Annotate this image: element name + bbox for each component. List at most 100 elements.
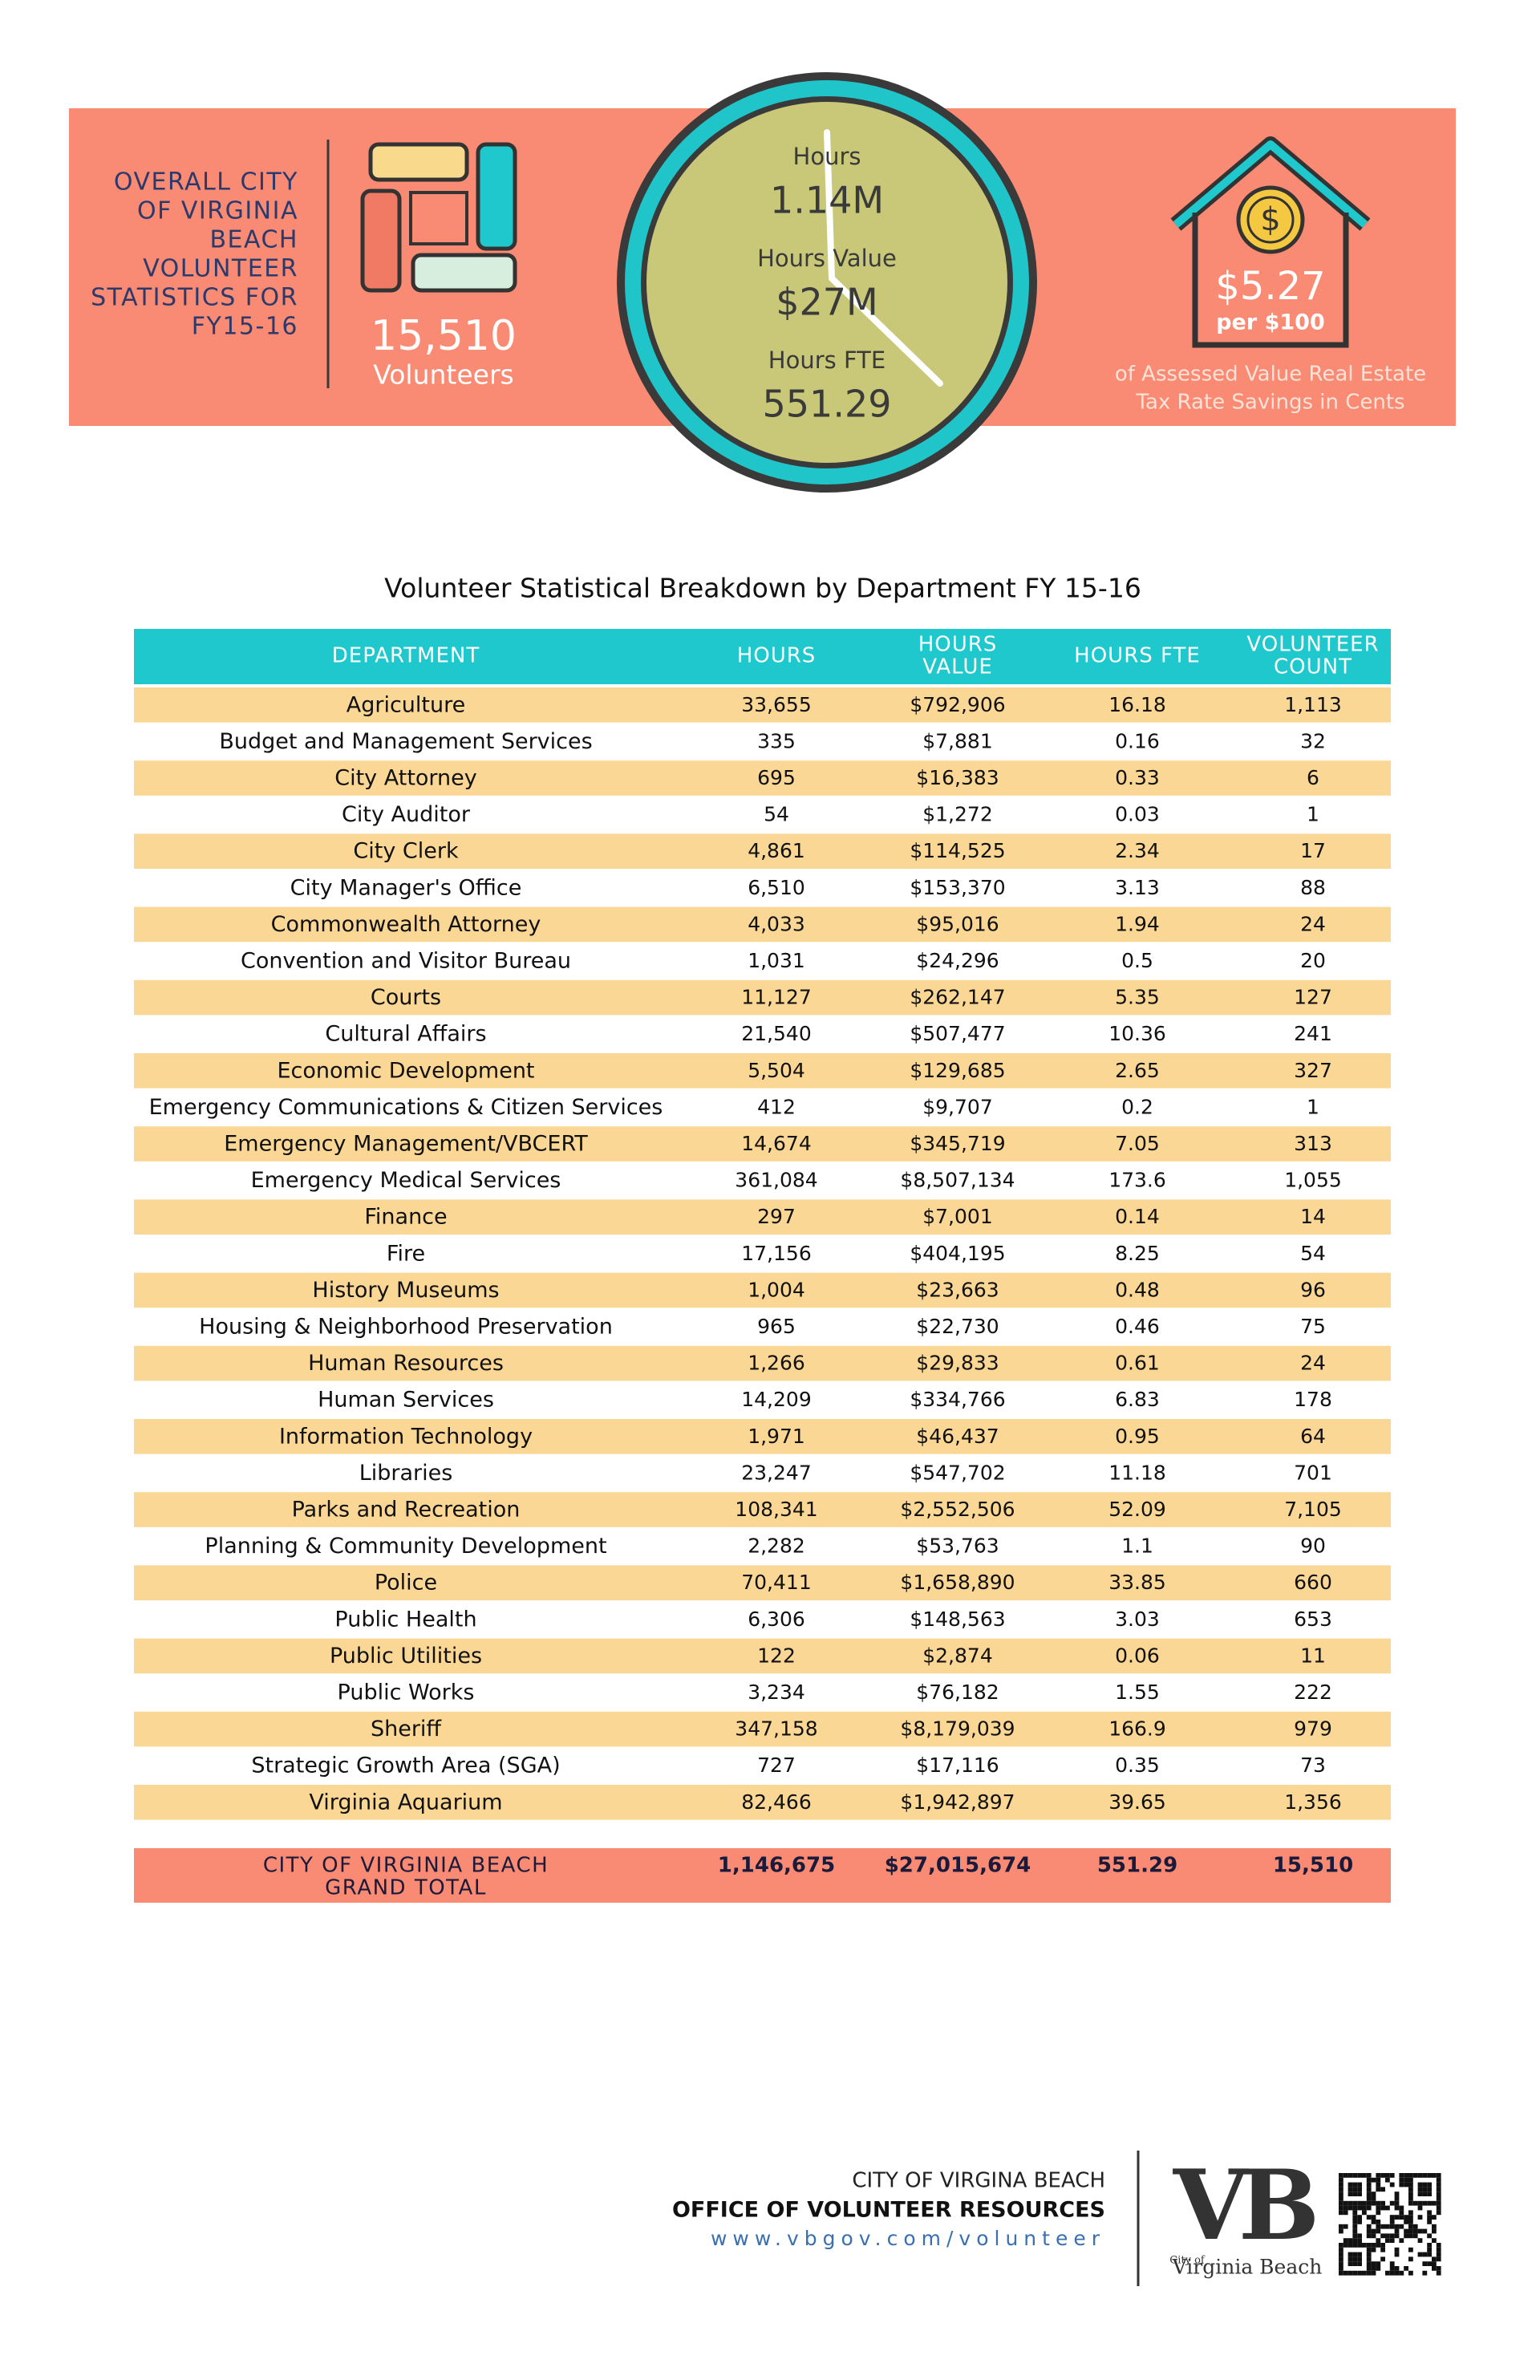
- qr-module: [1394, 2200, 1400, 2206]
- cell: $8,507,134: [900, 1169, 1015, 1192]
- department: Public Health: [334, 1607, 476, 1632]
- qr-module: [1404, 2177, 1408, 2183]
- qr-module: [1432, 2256, 1437, 2262]
- cell: 1.1: [1121, 1535, 1153, 1558]
- department: City Attorney: [334, 766, 477, 791]
- qr-module: [1352, 2187, 1358, 2192]
- qr-module: [1339, 2187, 1343, 2192]
- cell: 0.33: [1115, 766, 1160, 789]
- qr-module: [1357, 2243, 1362, 2248]
- qr-module: [1357, 2238, 1362, 2243]
- cell: 33,655: [741, 693, 811, 716]
- qr-module: [1399, 2215, 1404, 2220]
- qr-module: [1339, 2200, 1343, 2206]
- qr-module: [1343, 2270, 1348, 2276]
- cell: 88: [1300, 876, 1326, 899]
- qr-module: [1399, 2173, 1404, 2178]
- cell: 6.83: [1115, 1388, 1160, 1411]
- department: City Clerk: [353, 839, 459, 864]
- banner-heading: OVERALL CITY: [114, 168, 298, 197]
- qr-module: [1366, 2205, 1372, 2211]
- qr-module: [1432, 2215, 1437, 2220]
- cell: 0.95: [1115, 1425, 1160, 1448]
- qr-module: [1366, 2256, 1372, 2262]
- qr-module: [1352, 2228, 1358, 2234]
- qr-module: [1366, 2243, 1372, 2248]
- qr-module: [1436, 2270, 1441, 2276]
- department: Public Works: [338, 1681, 475, 1705]
- cell: $9,707: [922, 1095, 992, 1118]
- qr-module: [1394, 2233, 1400, 2239]
- footer-url: www.vbgov.com/volunteer: [711, 2227, 1105, 2250]
- cell: 6,306: [748, 1608, 805, 1631]
- department: Fire: [387, 1241, 425, 1266]
- circle-value: 1.14M: [770, 179, 884, 222]
- banner-heading: OF VIRGINIA: [137, 197, 298, 225]
- circle-value: 551.29: [763, 383, 892, 426]
- qr-module: [1357, 2233, 1362, 2239]
- cell: 14: [1300, 1205, 1326, 1228]
- department: Emergency Medical Services: [251, 1168, 561, 1193]
- cell: 0.03: [1115, 803, 1160, 826]
- qr-module: [1432, 2224, 1437, 2229]
- qr-module: [1362, 2173, 1367, 2178]
- qr-module: [1357, 2256, 1362, 2262]
- cell: 10.36: [1108, 1022, 1166, 1045]
- qr-module: [1417, 2173, 1423, 2178]
- qr-module: [1371, 2233, 1376, 2239]
- qr-module: [1412, 2233, 1418, 2239]
- cell: 7,105: [1284, 1498, 1342, 1521]
- cell: $1,272: [922, 803, 992, 826]
- qr-module: [1348, 2270, 1353, 2276]
- qr-module: [1371, 2177, 1376, 2183]
- qr-module: [1389, 2215, 1395, 2220]
- savings-value: $5.27: [1215, 264, 1325, 309]
- qr-module: [1343, 2200, 1348, 2206]
- cell: 241: [1294, 1022, 1332, 1045]
- column-header: VOLUNTEER: [1246, 633, 1379, 657]
- qr-module: [1376, 2228, 1381, 2234]
- qr-module: [1357, 2182, 1362, 2187]
- qr-module: [1436, 2266, 1441, 2271]
- house-icon: [1170, 136, 1371, 348]
- qr-module: [1339, 2182, 1343, 2187]
- qr-module: [1376, 2210, 1381, 2216]
- qr-module: [1436, 2247, 1441, 2252]
- qr-module: [1427, 2191, 1432, 2196]
- qr-module: [1371, 2243, 1376, 2248]
- qr-module: [1394, 2252, 1400, 2257]
- cell: 21,540: [741, 1022, 811, 1045]
- qr-module: [1412, 2200, 1418, 2206]
- qr-module: [1366, 2247, 1372, 2252]
- qr-module: [1362, 2205, 1367, 2211]
- cell: 82,466: [741, 1790, 811, 1814]
- qr-module: [1371, 2228, 1376, 2234]
- savings-note: of Assessed Value Real Estate: [1115, 363, 1426, 387]
- department: History Museums: [312, 1278, 499, 1303]
- total-value: 551.29: [1097, 1854, 1177, 1878]
- qr-module: [1339, 2243, 1343, 2248]
- qr-module: [1357, 2187, 1362, 2192]
- cell: 1.94: [1115, 912, 1160, 935]
- department: Public Utilities: [330, 1644, 482, 1668]
- cell: 3.03: [1115, 1608, 1160, 1631]
- cell: $507,477: [910, 1022, 1005, 1045]
- qr-module: [1366, 2261, 1372, 2266]
- qr-module: [1339, 2196, 1343, 2201]
- qr-module: [1408, 2256, 1413, 2262]
- savings-note: Tax Rate Savings in Cents: [1135, 391, 1404, 415]
- cell: 695: [757, 766, 796, 789]
- qr-module: [1412, 2173, 1418, 2178]
- row-band: [134, 1711, 1391, 1747]
- qr-module: [1380, 2256, 1385, 2262]
- cell: 96: [1300, 1278, 1326, 1301]
- cell: $29,833: [916, 1352, 999, 1375]
- qr-module: [1376, 2220, 1381, 2224]
- qr-module: [1436, 2256, 1441, 2262]
- cell: 54: [1300, 1242, 1326, 1265]
- qr-module: [1357, 2200, 1362, 2206]
- qr-module: [1389, 2224, 1395, 2229]
- qr-module: [1371, 2215, 1376, 2220]
- qr-module: [1376, 2261, 1381, 2266]
- qr-module: [1422, 2191, 1428, 2196]
